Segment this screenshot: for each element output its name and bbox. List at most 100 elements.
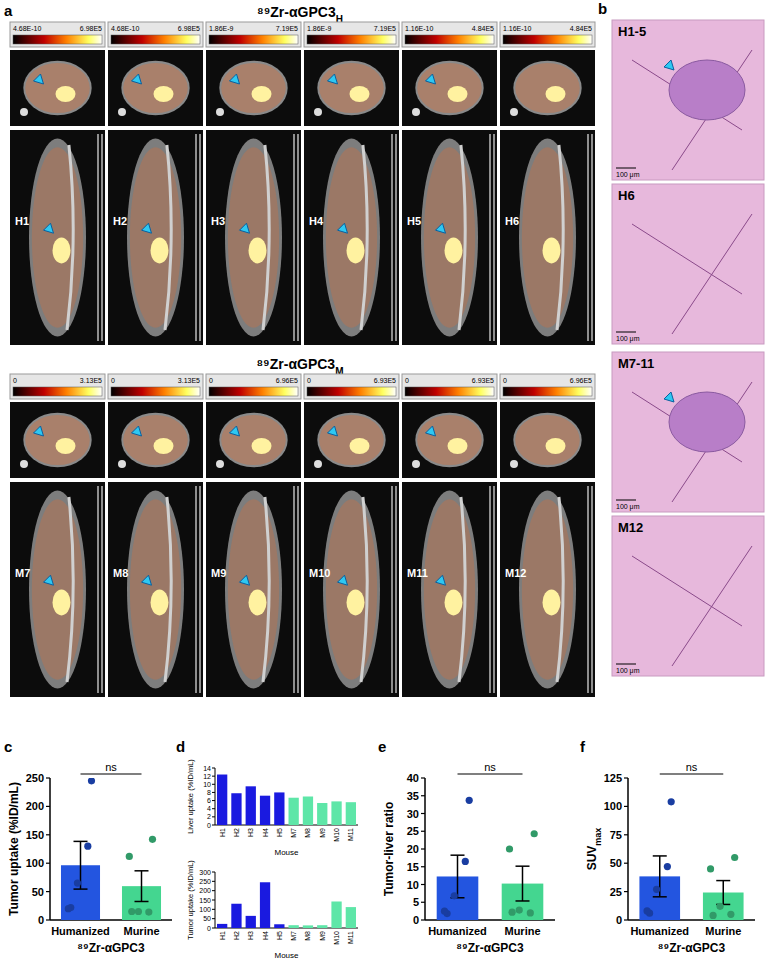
y-tick [212,808,215,809]
tissue-fold [632,382,752,502]
section-label: M12 [618,520,643,535]
spine [361,145,367,330]
error-cap [716,880,730,882]
axial-body [23,413,91,468]
sagittal-image [108,482,203,697]
y-tick-label: 14 [203,765,211,772]
category-label: H2 [233,931,240,940]
bed [391,134,393,341]
bed-marker [412,460,420,468]
y-tick-label: 2 [207,813,211,820]
error-line [457,855,459,898]
data-point [135,908,142,915]
histology-section: H1-5100 μm [612,20,764,180]
mouse-label: M11 [407,567,428,579]
y-tick-label: 50 [610,857,622,869]
sagittal-signal [228,147,279,328]
bed-marker [314,460,322,468]
bed [493,486,495,693]
bed [591,134,593,341]
y-tick-label: 50 [203,915,211,922]
category-label: H3 [247,931,254,940]
x-axis-title: Mouse [274,848,299,857]
significance-label: ns [484,761,496,773]
sagittal-hotspot [347,237,365,263]
sagittal-signal [326,147,377,328]
bed-marker [510,460,518,468]
sagittal-image [304,482,399,697]
colorbar-max: 6.96E5 [570,377,592,384]
sagittal-body [421,491,478,689]
spine [557,497,563,682]
colorbar-min: 1.16E-10 [503,25,532,32]
colorbar [307,387,396,396]
category-label: H4 [262,931,269,940]
category-label: H5 [276,931,283,940]
histology-section: M12100 μm [612,516,764,676]
sagittal-image [500,130,595,345]
colorbar-frame [10,22,105,47]
bed [489,134,491,341]
error-bar [716,881,730,905]
bar [331,901,341,928]
sagittal-image [10,482,105,697]
y-tick [212,909,215,910]
spine [459,497,465,682]
bar [303,797,313,826]
axial-body [219,413,287,468]
histology-image [612,516,764,676]
y-tick [212,928,215,929]
y-axis [627,778,629,920]
arrow [230,74,240,84]
bed-marker [118,460,126,468]
panel-letter: d [176,738,185,755]
sagittal-signal [130,499,181,680]
bed [587,134,589,341]
bed [199,486,201,693]
colorbar [209,35,298,44]
sagittal-image [402,482,497,697]
colorbar-min: 0 [503,377,507,384]
arrow [142,575,152,585]
bar [217,775,227,825]
axial-hotspot [546,86,566,102]
bar [346,802,356,825]
colorbar-max: 6.98E5 [80,25,102,32]
panel-letter: a [4,2,13,19]
y-tick-label: 300 [199,869,211,876]
bar [246,916,256,928]
bed-marker [314,108,322,116]
colorbar [111,387,200,396]
bed-marker [510,108,518,116]
y-tick-label: 35 [407,790,419,802]
y-tick [212,881,215,882]
sagittal-body [29,139,86,337]
axial-signal [417,415,482,465]
y-tick-label: 6 [207,797,211,804]
colorbar-min: 0 [111,377,115,384]
error-line [723,881,725,905]
colorbar-frame [206,22,301,47]
arrow [338,223,348,233]
spine [459,145,465,330]
colorbar-frame [206,374,301,399]
mouse-label: H5 [407,215,421,227]
y-tick [46,863,50,864]
sagittal-hotspot [543,237,561,263]
error-cap [74,841,88,843]
arrow [426,426,436,436]
y-tick [212,776,215,777]
scan-column: 03.13E5M7 [10,374,105,697]
category-label: M10 [333,931,340,945]
data-point [707,865,714,872]
category-label: H3 [247,828,254,837]
axial-hotspot [350,438,370,454]
tissue-fold [632,50,752,170]
y-tick [212,890,215,891]
data-point [527,909,534,916]
mouse-label: H6 [505,215,519,227]
sagittal-body [519,139,576,337]
category-label: M7 [290,828,297,838]
data-point [664,863,671,870]
axial-hotspot [252,86,272,102]
